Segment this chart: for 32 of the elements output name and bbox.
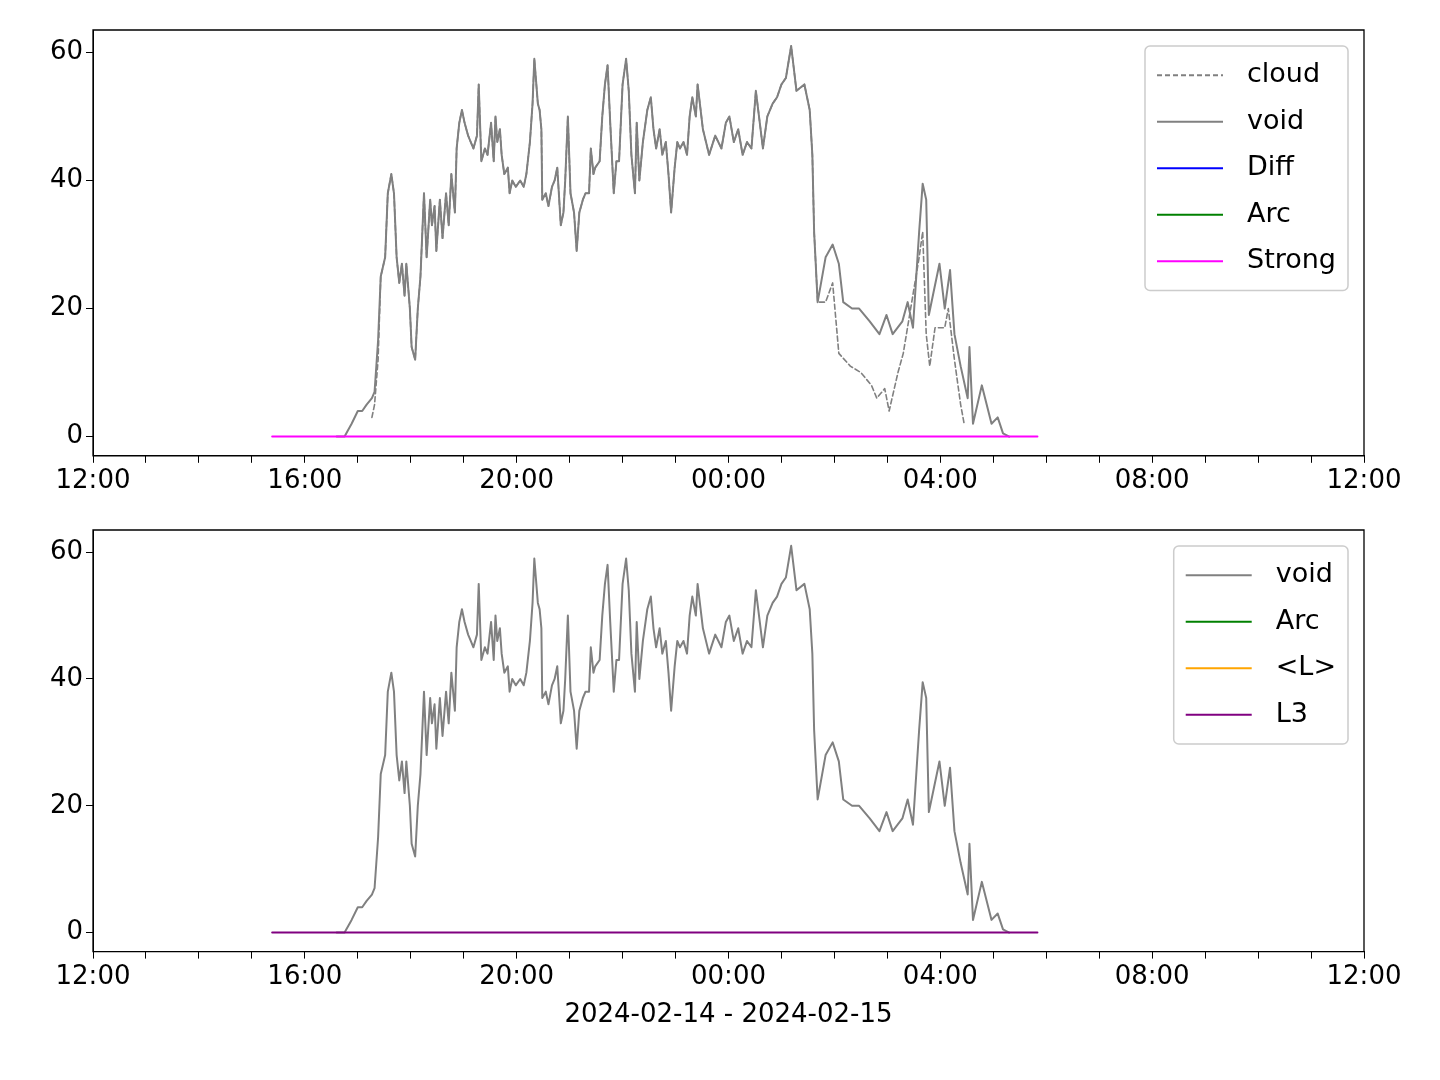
x-tick-label: 04:00 — [902, 959, 978, 990]
y-tick-label: 20 — [49, 291, 83, 322]
x-tick-label: 12:00 — [55, 959, 131, 990]
y-tick-label: 40 — [49, 163, 83, 194]
x-tick-label: 00:00 — [691, 464, 766, 495]
y-tick-label: 60 — [49, 534, 83, 565]
x-tick-label: 00:00 — [691, 959, 766, 990]
legend-label: <L> — [1275, 650, 1337, 682]
legend-label: Strong — [1247, 243, 1337, 275]
legend-label: cloud — [1247, 57, 1321, 89]
x-tick-label: 12:00 — [1326, 464, 1402, 495]
legend-label: Arc — [1247, 196, 1291, 228]
x-tick-label: 04:00 — [902, 464, 978, 495]
x-axis-title: 2024-02-14 - 2024-02-15 — [564, 998, 893, 1029]
x-tick-label: 12:00 — [1326, 959, 1402, 990]
legend-label: void — [1275, 557, 1333, 589]
y-tick-label: 20 — [49, 788, 83, 819]
x-tick-label: 12:00 — [55, 464, 131, 495]
y-tick-label: 0 — [66, 915, 83, 946]
legend-label: Diff — [1247, 150, 1296, 182]
y-tick-label: 60 — [49, 35, 83, 66]
legend-label: L3 — [1275, 696, 1308, 728]
x-tick-label: 20:00 — [479, 959, 555, 990]
legend-label: Arc — [1275, 603, 1320, 635]
x-tick-label: 08:00 — [1114, 959, 1190, 990]
x-tick-label: 08:00 — [1114, 464, 1190, 495]
legend-label: void — [1247, 103, 1305, 135]
x-tick-label: 16:00 — [267, 464, 343, 495]
y-tick-label: 40 — [49, 661, 83, 692]
x-tick-label: 16:00 — [267, 959, 343, 990]
x-tick-label: 20:00 — [479, 464, 555, 495]
y-tick-label: 0 — [66, 419, 83, 450]
